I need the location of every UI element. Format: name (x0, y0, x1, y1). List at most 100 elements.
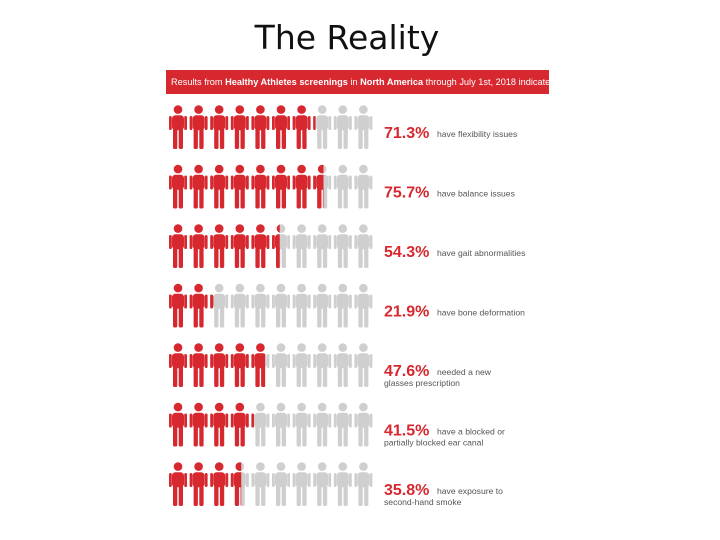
description-label: have balance issues (437, 189, 515, 199)
person-icon (354, 164, 373, 209)
person-icon (230, 164, 249, 209)
description-label: second-hand smoke (384, 497, 462, 507)
pictograph-chart: 71.3% have flexibility issues 75.7% have ba… (169, 105, 525, 507)
person-icon (272, 164, 290, 209)
person-icon (230, 343, 249, 387)
person-icon (354, 283, 373, 328)
person-icon (251, 164, 270, 209)
person-icon (354, 402, 373, 447)
person-icon (169, 283, 187, 328)
person-icon (169, 224, 187, 268)
person-icon (210, 402, 229, 447)
person-icon (313, 462, 332, 506)
person-icon (313, 164, 324, 209)
person-icon (333, 402, 352, 447)
person-icon (354, 343, 373, 387)
banner-text-2: in (347, 77, 361, 87)
description-label: have gait abnormalities (437, 248, 525, 258)
person-icon (189, 105, 208, 149)
person-icon (333, 164, 352, 209)
person-icon (230, 462, 242, 506)
person-icon (230, 105, 249, 149)
partial-person-icon (313, 164, 332, 209)
description-label: glasses prescription (384, 378, 460, 388)
description-label: have flexibility issues (437, 129, 517, 139)
person-icon (333, 105, 352, 149)
person-icon (251, 283, 270, 328)
pictograph-row: 75.7% have balance issues (169, 164, 515, 209)
person-icon (292, 343, 311, 387)
person-icon (313, 224, 332, 268)
description-label: have a blocked or (437, 427, 505, 437)
partial-person-icon (313, 105, 332, 149)
person-icon (169, 164, 187, 209)
person-icon (169, 343, 187, 387)
person-icon (313, 343, 332, 387)
person-icon (169, 105, 187, 149)
banner: Results from Healthy Athletes screenings… (166, 70, 549, 94)
person-icon (230, 402, 249, 447)
person-icon (313, 402, 332, 447)
person-icon (251, 413, 255, 428)
person-icon (354, 462, 373, 506)
infographic: 71.3% have flexibility issues 75.7% have ba… (166, 70, 549, 520)
person-icon (313, 105, 332, 149)
partial-person-icon (230, 462, 249, 506)
person-icon (251, 462, 270, 506)
percentage-label: 41.5% (384, 423, 429, 440)
percentage-label: 71.3% (384, 125, 429, 142)
person-icon (333, 343, 352, 387)
person-icon (272, 402, 290, 447)
banner-text-3: through July 1st, 2018 indicate (423, 77, 549, 87)
percentage-label: 75.7% (384, 185, 429, 202)
person-icon (230, 224, 249, 268)
person-icon (169, 462, 187, 506)
person-icon (333, 224, 352, 268)
banner-text-1: Results from (171, 77, 226, 87)
person-icon (169, 402, 187, 447)
person-icon (189, 462, 208, 506)
person-icon (230, 283, 249, 328)
percentage-label: 35.8% (384, 482, 429, 499)
person-icon (210, 283, 229, 328)
person-icon (292, 402, 311, 447)
person-icon (272, 105, 290, 149)
pictograph-row: 54.3% have gait abnormalities (169, 224, 525, 268)
slide-title: The Reality (254, 18, 440, 57)
person-icon (313, 116, 316, 130)
person-icon (251, 402, 270, 447)
description-label: partially blocked ear canal (384, 438, 483, 448)
partial-person-icon (272, 224, 290, 268)
partial-person-icon (251, 402, 270, 447)
person-icon (354, 105, 373, 149)
pictograph-row: 21.9% have bone deformation (169, 283, 525, 328)
person-icon (210, 105, 229, 149)
person-icon (272, 283, 290, 328)
person-icon (189, 402, 208, 447)
person-icon (210, 462, 229, 506)
description-label: have exposure to (437, 486, 503, 496)
percentage-label: 21.9% (384, 304, 429, 321)
person-icon (251, 343, 266, 387)
person-icon (251, 224, 270, 268)
person-icon (189, 343, 208, 387)
person-icon (189, 164, 208, 209)
person-icon (333, 283, 352, 328)
person-icon (313, 283, 332, 328)
pictograph-row: 71.3% have flexibility issues (169, 105, 517, 149)
person-icon (251, 105, 270, 149)
person-icon (210, 294, 214, 309)
person-icon (272, 224, 280, 268)
person-icon (189, 283, 208, 328)
person-icon (354, 224, 373, 268)
partial-person-icon (210, 283, 229, 328)
person-icon (210, 224, 229, 268)
banner-bold-1: Healthy Athletes screenings (225, 77, 348, 87)
description-label: needed a new (437, 367, 492, 377)
person-icon (210, 164, 229, 209)
person-icon (189, 224, 208, 268)
person-icon (292, 164, 311, 209)
